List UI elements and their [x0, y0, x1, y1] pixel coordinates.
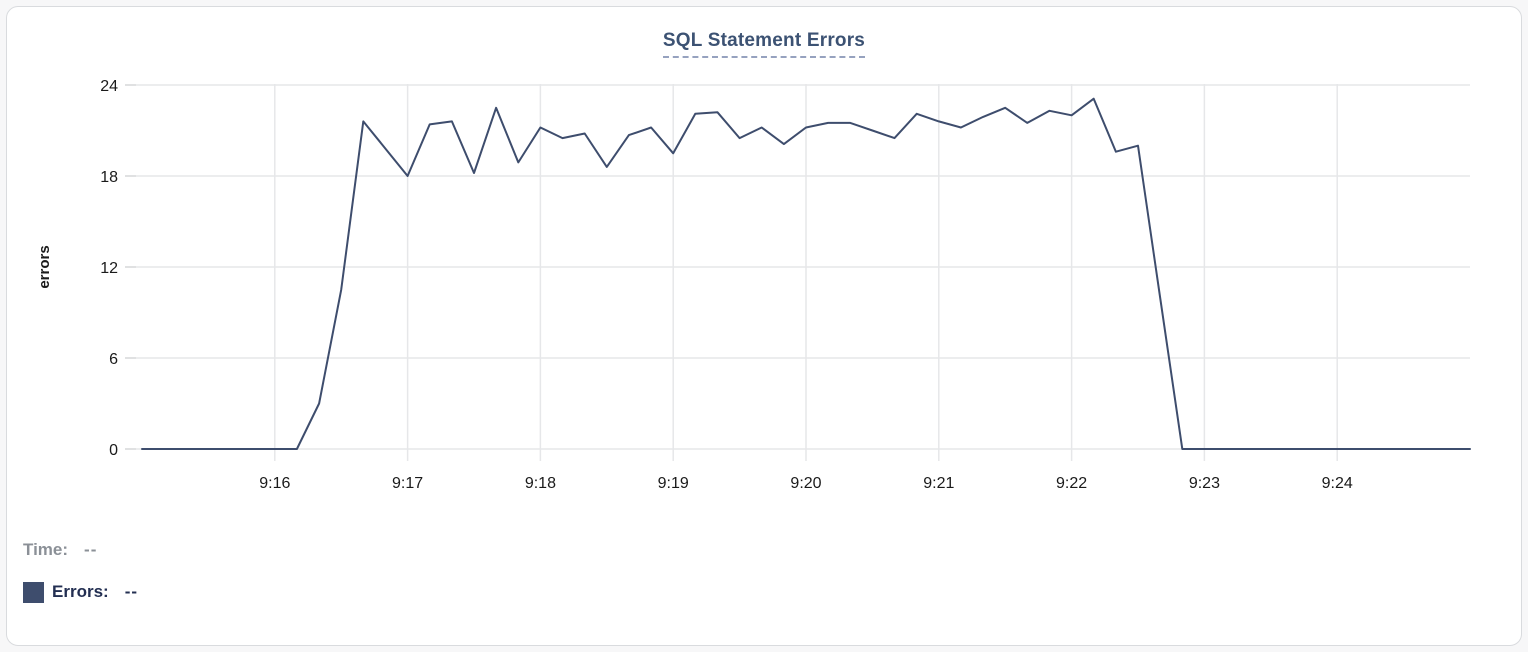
time-label: Time:	[23, 540, 69, 559]
sql-statement-errors-chart[interactable]: 0 6 12 18 24 9:16 9:17 9:18 9:19 9:20 9:21 9:22 9:23…	[0, 0, 1528, 510]
chart-title-row: SQL Statement Errors	[0, 30, 1528, 58]
x-tick-label: 9:19	[658, 475, 689, 492]
chart-card	[6, 6, 1522, 646]
errors-series-swatch	[23, 581, 44, 603]
x-tick-label: 9:21	[923, 475, 954, 492]
errors-value: --	[124, 582, 139, 601]
hover-readout-legend: Time: -- Errors: --	[23, 538, 138, 622]
x-tick-label: 9:20	[790, 475, 821, 492]
y-tick-label: 6	[109, 351, 118, 368]
y-tick-label: 24	[100, 78, 118, 95]
y-tick-label: 18	[100, 169, 118, 186]
y-axis-label: errors	[36, 245, 53, 288]
x-tick-label: 9:24	[1322, 475, 1353, 492]
x-tick-label: 9:17	[392, 475, 423, 492]
x-tick-label: 9:23	[1189, 475, 1220, 492]
x-tick-label: 9:18	[525, 475, 556, 492]
errors-series-line[interactable]	[141, 97, 1471, 450]
chart-title[interactable]: SQL Statement Errors	[662, 30, 866, 58]
y-tick-label: 12	[100, 260, 118, 277]
errors-legend-item[interactable]: Errors: --	[23, 580, 138, 604]
x-tick-label: 9:22	[1056, 475, 1087, 492]
time-readout-row: Time: --	[23, 538, 138, 562]
y-tick-label: 0	[109, 442, 118, 459]
time-value: --	[84, 540, 98, 559]
errors-label: Errors:	[52, 582, 109, 601]
x-tick-label: 9:16	[259, 475, 290, 492]
